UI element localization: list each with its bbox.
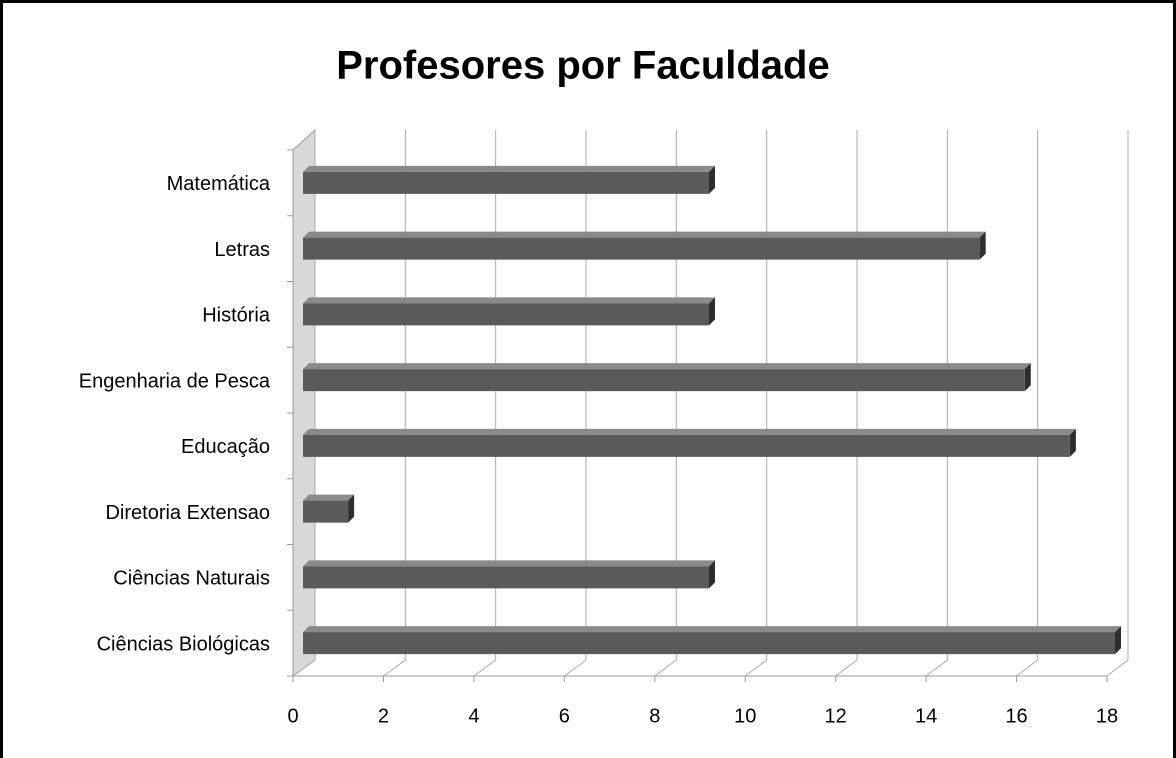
x-tick-label: 2	[378, 705, 389, 727]
bar-top	[303, 363, 1031, 370]
bar-top	[303, 231, 986, 238]
bar-top	[303, 626, 1121, 633]
bar-side	[348, 494, 355, 523]
y-tick-label: Engenharia de Pesca	[79, 370, 271, 392]
bar	[303, 369, 1025, 392]
x-tick-label: 18	[1096, 705, 1118, 727]
side-wall	[292, 128, 316, 677]
floor-line	[744, 659, 767, 677]
floor-line	[1106, 659, 1129, 677]
floor-line	[925, 659, 948, 677]
bar-side	[1024, 363, 1031, 392]
x-tick-label: 16	[1005, 705, 1027, 727]
x-tick-label: 10	[734, 705, 756, 727]
bar-side	[709, 560, 715, 589]
floor-line	[835, 659, 858, 677]
bar	[303, 632, 1115, 655]
floor-line	[564, 659, 587, 677]
bar-side	[709, 165, 715, 194]
bar-top	[303, 560, 715, 567]
floor-line	[654, 659, 677, 677]
bar-top	[303, 428, 1076, 435]
x-tick-label: 0	[287, 705, 298, 727]
x-tick-label: 6	[559, 705, 570, 727]
y-tick-label: Ciências Naturais	[113, 568, 270, 590]
y-tick-label: Educação	[181, 436, 270, 458]
bar-side	[709, 297, 715, 326]
x-tick-label: 4	[468, 705, 479, 727]
y-tick-label: Ciências Biológicas	[97, 633, 270, 655]
floor-line	[1016, 659, 1038, 677]
floor-line	[383, 659, 406, 677]
bar-side	[1069, 428, 1076, 457]
chart-title: Profesores por Faculdade	[336, 44, 829, 88]
floor-line	[292, 659, 316, 677]
x-tick-label: 8	[649, 705, 660, 727]
floor-line	[473, 659, 496, 677]
x-tick-label: 14	[915, 705, 937, 727]
bar	[303, 303, 709, 326]
bar-top	[303, 297, 715, 304]
bar	[303, 237, 980, 260]
bar	[303, 434, 1070, 457]
bar	[303, 566, 709, 589]
bar	[303, 500, 349, 523]
y-tick-label: Matemática	[167, 173, 271, 195]
bar-side	[979, 231, 986, 260]
y-tick-label: Letras	[214, 239, 270, 261]
x-tick-label: 12	[825, 705, 847, 727]
bar-top	[303, 165, 715, 172]
y-tick-label: Diretoria Extensao	[105, 502, 270, 524]
bar-top	[303, 494, 355, 501]
bar-side	[1115, 626, 1121, 655]
y-tick-label: História	[202, 305, 271, 327]
bar	[303, 171, 709, 194]
